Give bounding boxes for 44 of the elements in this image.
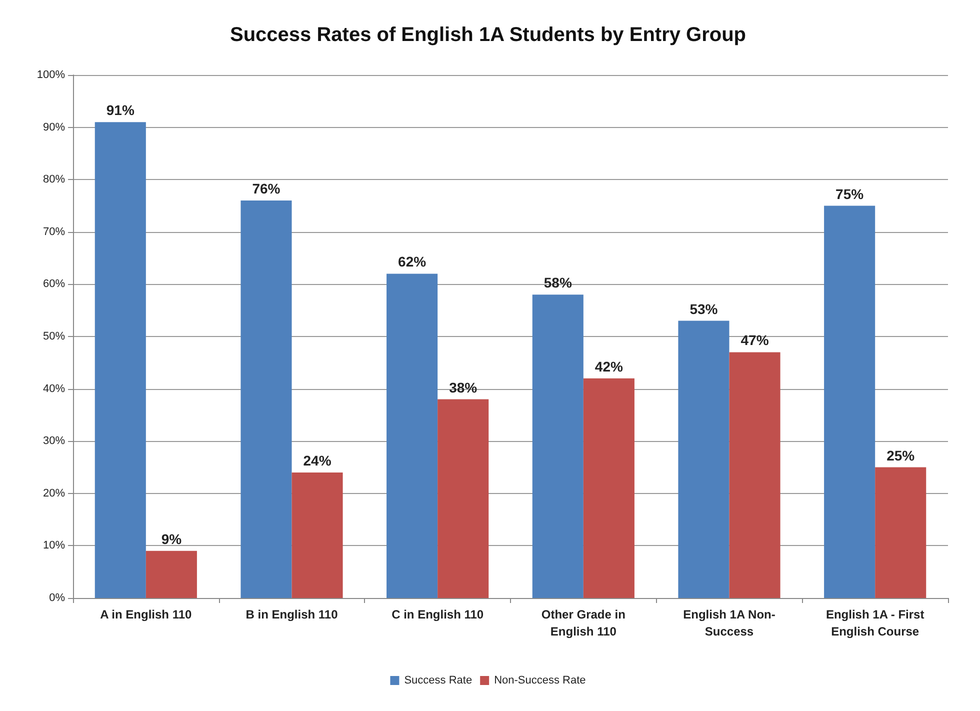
bar [875, 467, 926, 598]
data-label: 75% [836, 186, 864, 202]
y-tick-label: 60% [42, 278, 66, 290]
data-label: 53% [690, 300, 718, 317]
data-label: 47% [740, 332, 770, 348]
y-tick-label: 0% [49, 592, 66, 604]
y-tick-label: 80% [42, 174, 66, 186]
legend-label: Success Rate [404, 674, 472, 686]
y-tick-label: 50% [42, 330, 66, 342]
x-tick-label: Other Grade in English 110 [541, 608, 626, 638]
y-tick-label: 10% [42, 540, 66, 552]
data-label: 9% [161, 530, 182, 547]
data-label: 25% [886, 447, 916, 464]
bar [729, 352, 780, 598]
y-tick-label: 90% [42, 121, 66, 134]
x-tick-label: A in English 110 [100, 608, 192, 622]
data-label: 91% [106, 102, 135, 118]
data-label: 42% [594, 358, 624, 374]
y-tick-label: 70% [42, 226, 66, 238]
data-label: 24% [303, 452, 332, 468]
bar [824, 206, 876, 598]
bar [438, 399, 489, 598]
bar [583, 378, 634, 598]
bar [240, 200, 292, 598]
y-tick-label: 40% [42, 382, 66, 395]
bar [292, 472, 343, 598]
data-label: 38% [449, 379, 478, 396]
legend-label: Non-Success Rate [494, 674, 586, 686]
x-tick-label: English 1A - First English Course [826, 608, 924, 638]
chart-title: Success Rates of English 1A Students by Entry Group [230, 24, 746, 46]
x-tick-label: English 1A Non- Success [683, 608, 776, 638]
data-label: 62% [398, 254, 427, 270]
x-tick-label: B in English 110 [246, 608, 338, 622]
data-label: 58% [544, 274, 572, 291]
x-tick-label: C in English 110 [392, 608, 484, 622]
y-tick-label: 30% [42, 435, 66, 448]
bar [532, 294, 584, 598]
bar [386, 274, 438, 598]
data-label: 76% [252, 180, 281, 197]
y-tick-label: 20% [42, 487, 66, 500]
bar [678, 320, 730, 598]
y-tick-label: 100% [36, 69, 66, 81]
bar [146, 550, 197, 598]
bar [94, 122, 146, 598]
